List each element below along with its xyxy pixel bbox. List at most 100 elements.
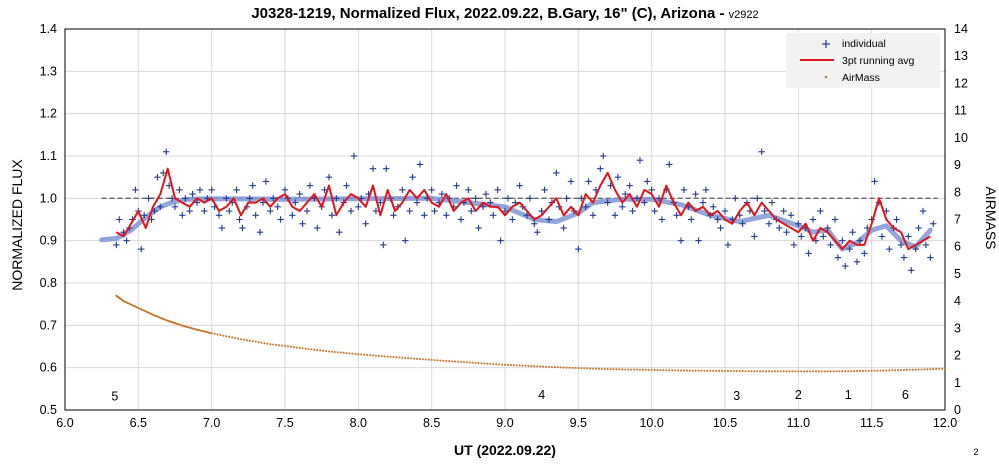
legend: individual 3pt running avg AirMass: [786, 33, 940, 88]
individual-point: [465, 186, 472, 194]
legend-label-running-avg: 3pt running avg: [842, 55, 915, 67]
airmass-point: [457, 360, 460, 363]
airmass-point: [333, 350, 336, 354]
airmass-point: [498, 363, 501, 366]
airmass-point: [342, 351, 345, 354]
airmass-point: [855, 370, 859, 373]
individual-point: [208, 186, 215, 194]
airmass-point: [389, 355, 392, 358]
airmass-point: [677, 369, 680, 372]
individual-point: [688, 216, 695, 223]
individual-point: [699, 199, 707, 206]
x-tick-label: 6.5: [130, 416, 147, 430]
y-axis-label: NORMALIZED FLUX: [9, 159, 25, 291]
airmass-point: [533, 365, 536, 368]
individual-point: [383, 165, 390, 172]
individual-point: [256, 229, 264, 236]
airmass-point: [210, 332, 213, 335]
airmass-point: [627, 368, 630, 371]
airmass-point: [339, 351, 342, 354]
airmass-point: [732, 369, 735, 373]
individual-point: [930, 220, 937, 227]
individual-point: [132, 186, 139, 194]
airmass-point: [366, 353, 369, 356]
individual-point: [289, 212, 296, 219]
airmass-point: [357, 353, 360, 356]
individual-point: [563, 195, 570, 202]
airmass-point: [354, 352, 357, 355]
airmass-point: [882, 369, 885, 372]
individual-point: [494, 186, 501, 194]
airmass-point: [688, 369, 691, 372]
individual-point: [526, 195, 534, 202]
airmass-point: [239, 338, 243, 341]
individual-point: [487, 199, 494, 206]
airmass-point: [383, 355, 386, 358]
airmass-point: [861, 369, 864, 373]
airmass-point: [641, 368, 644, 371]
individual-point: [372, 207, 380, 215]
airmass-point: [550, 365, 553, 369]
individual-point: [589, 212, 597, 219]
individual-point: [193, 199, 201, 206]
airmass-point: [216, 333, 219, 336]
airmass-point: [286, 345, 289, 348]
airmass-point: [797, 370, 800, 373]
airmass-point: [905, 368, 908, 372]
individual-point: [614, 173, 622, 181]
y-tick-label: 1.0: [40, 191, 57, 205]
airmass-point: [562, 366, 565, 369]
airmass-point: [313, 348, 316, 351]
individual-point: [325, 173, 333, 181]
airmass-point: [545, 365, 548, 368]
airmass-point: [873, 369, 876, 372]
airmass-point: [791, 370, 794, 373]
airmass-point: [413, 357, 416, 360]
y2-tick-label: 5: [954, 267, 961, 281]
airmass-point: [348, 352, 351, 355]
individual-point: [927, 254, 934, 261]
airmass-point: [935, 367, 938, 371]
airmass-point: [518, 364, 521, 367]
y-tick-label: 0.8: [40, 276, 57, 290]
airmass-point: [718, 369, 721, 372]
airmass-point: [899, 369, 903, 372]
individual-point: [196, 186, 204, 194]
airmass-point: [941, 367, 944, 370]
airmass-point: [503, 363, 507, 366]
individual-point: [849, 229, 856, 236]
individual-point: [292, 199, 299, 206]
airmass-point: [867, 369, 870, 372]
individual-point: [468, 207, 475, 215]
airmass-point: [726, 369, 729, 373]
individual-point: [475, 224, 482, 232]
individual-point: [787, 212, 795, 219]
airmass-point: [395, 356, 398, 359]
airmass-point: [926, 368, 929, 371]
individual-point: [347, 207, 355, 215]
airmass-point: [234, 336, 237, 340]
individual-point: [820, 233, 827, 240]
airmass-point: [219, 334, 222, 337]
individual-point: [629, 207, 636, 215]
airmass-point: [806, 370, 809, 373]
airmass-point: [850, 370, 853, 373]
annotation-label: 5: [111, 389, 118, 403]
airmass-point: [902, 368, 905, 372]
airmass-point: [445, 359, 448, 363]
individual-point: [274, 203, 281, 210]
individual-point: [827, 241, 834, 249]
airmass-point: [765, 370, 768, 373]
individual-point: [893, 216, 900, 223]
x-tick-label: 11.5: [860, 416, 883, 430]
airmass-point: [360, 353, 363, 356]
airmass-point: [721, 369, 724, 372]
airmass-point: [222, 334, 225, 337]
airmass-point: [474, 361, 477, 364]
individual-point: [333, 195, 340, 202]
individual-point: [218, 224, 226, 232]
x-tick-label: 11.0: [787, 416, 810, 430]
y-axis-ticks: 0.5 0.6 0.7 0.8 0.9 1.0 1.1 1.2 1.3 1.4: [40, 22, 57, 417]
airmass-point: [844, 370, 847, 373]
airmass-point: [612, 368, 615, 371]
